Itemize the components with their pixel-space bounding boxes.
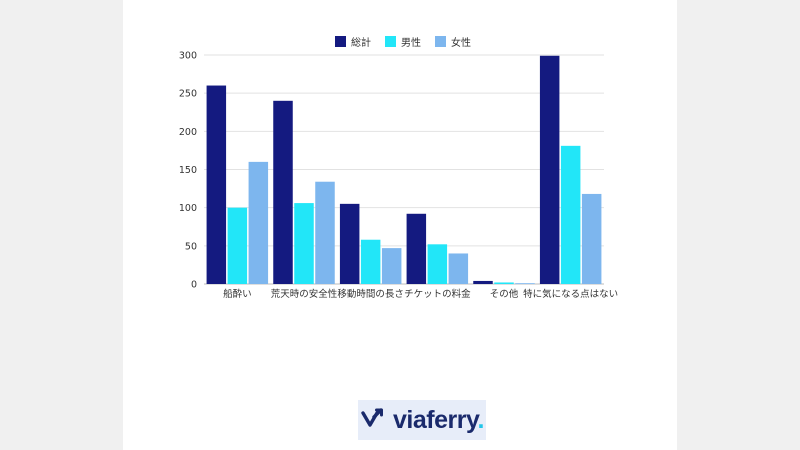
bar-1-cat-4: [406, 213, 427, 284]
bar-1-cat-5: [473, 280, 493, 284]
y-tick-label: 300: [179, 51, 197, 62]
legend-item-male[interactable]: 男性: [385, 34, 421, 49]
bar-3-cat-6: [581, 193, 602, 284]
viaferry-arrows-icon: [361, 408, 384, 427]
bar-1-cat-2: [273, 100, 293, 284]
logo-dot: .: [477, 405, 485, 434]
bar-2-cat-6: [560, 145, 581, 284]
x-tick-label: 船酔い: [223, 288, 252, 300]
y-tick-label: 50: [185, 241, 197, 252]
y-tick-label: 100: [179, 203, 197, 214]
bar-3-cat-3: [381, 248, 402, 284]
bar-1-cat-3: [339, 203, 360, 284]
logo-brand-text: viaferry: [393, 405, 478, 434]
legend-label-female: 女性: [451, 37, 471, 49]
bar-1-cat-6: [539, 55, 560, 284]
viaferry-logo: viaferry.: [358, 400, 486, 440]
left-gutter: [0, 0, 123, 450]
bar-3-cat-2: [315, 181, 335, 284]
x-tick-label: 特に気になる点はない: [523, 288, 618, 300]
y-tick-label: 250: [179, 89, 197, 100]
y-tick-label: 150: [179, 165, 197, 176]
legend-item-total[interactable]: 総計: [335, 34, 371, 49]
x-tick-label: 移動時間の長さ: [337, 288, 404, 300]
x-tick-label: チケットの料金: [404, 288, 471, 300]
x-tick-label: 荒天時の安全性: [271, 288, 338, 300]
bar-1-cat-1: [206, 85, 227, 285]
bar-2-cat-3: [360, 239, 381, 284]
legend-swatch-total: [335, 35, 346, 47]
bar-3-cat-5: [515, 283, 535, 284]
right-gutter: [677, 0, 800, 450]
y-tick-label: 0: [191, 280, 197, 291]
logo-wordmark: viaferry.: [393, 406, 484, 435]
bar-2-cat-4: [427, 244, 448, 284]
legend-label-male: 男性: [401, 37, 421, 49]
chart-legend: 総計 男性 女性: [335, 33, 471, 49]
bar-2-cat-2: [294, 203, 314, 284]
bar-2-cat-5: [494, 282, 514, 284]
legend-label-total: 総計: [351, 37, 371, 49]
legend-swatch-male: [385, 35, 396, 47]
bar-3-cat-4: [448, 253, 469, 284]
legend-item-female[interactable]: 女性: [435, 34, 471, 49]
bar-3-cat-1: [248, 161, 269, 284]
x-tick-label: その他: [490, 288, 519, 300]
y-tick-label: 200: [179, 127, 197, 138]
bar-2-cat-1: [227, 207, 248, 284]
legend-swatch-female: [435, 35, 446, 47]
